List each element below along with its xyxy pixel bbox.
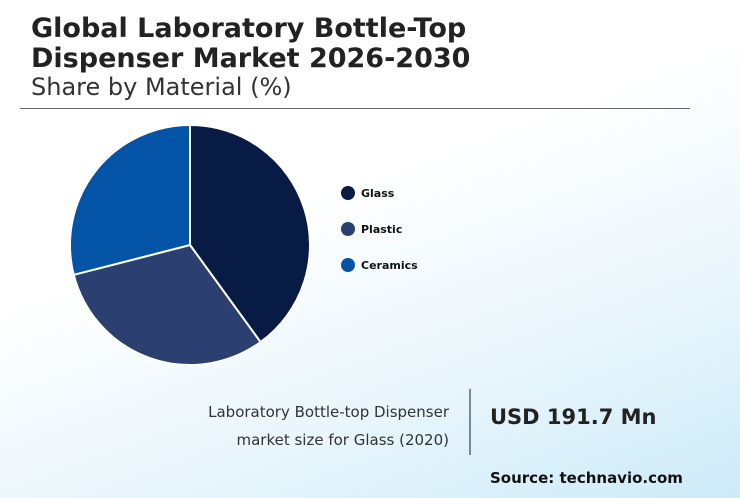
callout-divider — [469, 389, 471, 455]
title-line-2: Dispenser Market 2026-2030 — [31, 43, 471, 74]
callout-description: Laboratory Bottle-top Dispenser market s… — [208, 398, 449, 454]
pie-slice-ceramics — [69, 123, 191, 277]
callout-line-1: Laboratory Bottle-top Dispenser — [208, 403, 449, 421]
chart-subtitle: Share by Material (%) — [31, 73, 292, 101]
pie-slice-glass — [189, 123, 311, 344]
pie-slice-plastic — [72, 243, 262, 366]
callout-line-2: market size for Glass (2020) — [236, 431, 449, 449]
source-text: Source: technavio.com — [490, 469, 683, 487]
callout-value: USD 191.7 Mn — [490, 405, 657, 429]
legend-swatch — [341, 186, 355, 200]
divider — [20, 108, 690, 109]
chart-title: Global Laboratory Bottle-Top Dispenser M… — [31, 14, 470, 74]
legend: Glass Plastic Ceramics — [341, 175, 418, 283]
legend-swatch — [341, 222, 355, 236]
legend-item-ceramics: Ceramics — [341, 247, 418, 283]
legend-item-plastic: Plastic — [341, 211, 418, 247]
legend-label: Plastic — [361, 222, 403, 236]
legend-label: Ceramics — [361, 258, 418, 272]
title-line-1: Global Laboratory Bottle-Top — [31, 13, 467, 44]
legend-swatch — [341, 258, 355, 272]
legend-item-glass: Glass — [341, 175, 418, 211]
legend-label: Glass — [361, 186, 395, 200]
